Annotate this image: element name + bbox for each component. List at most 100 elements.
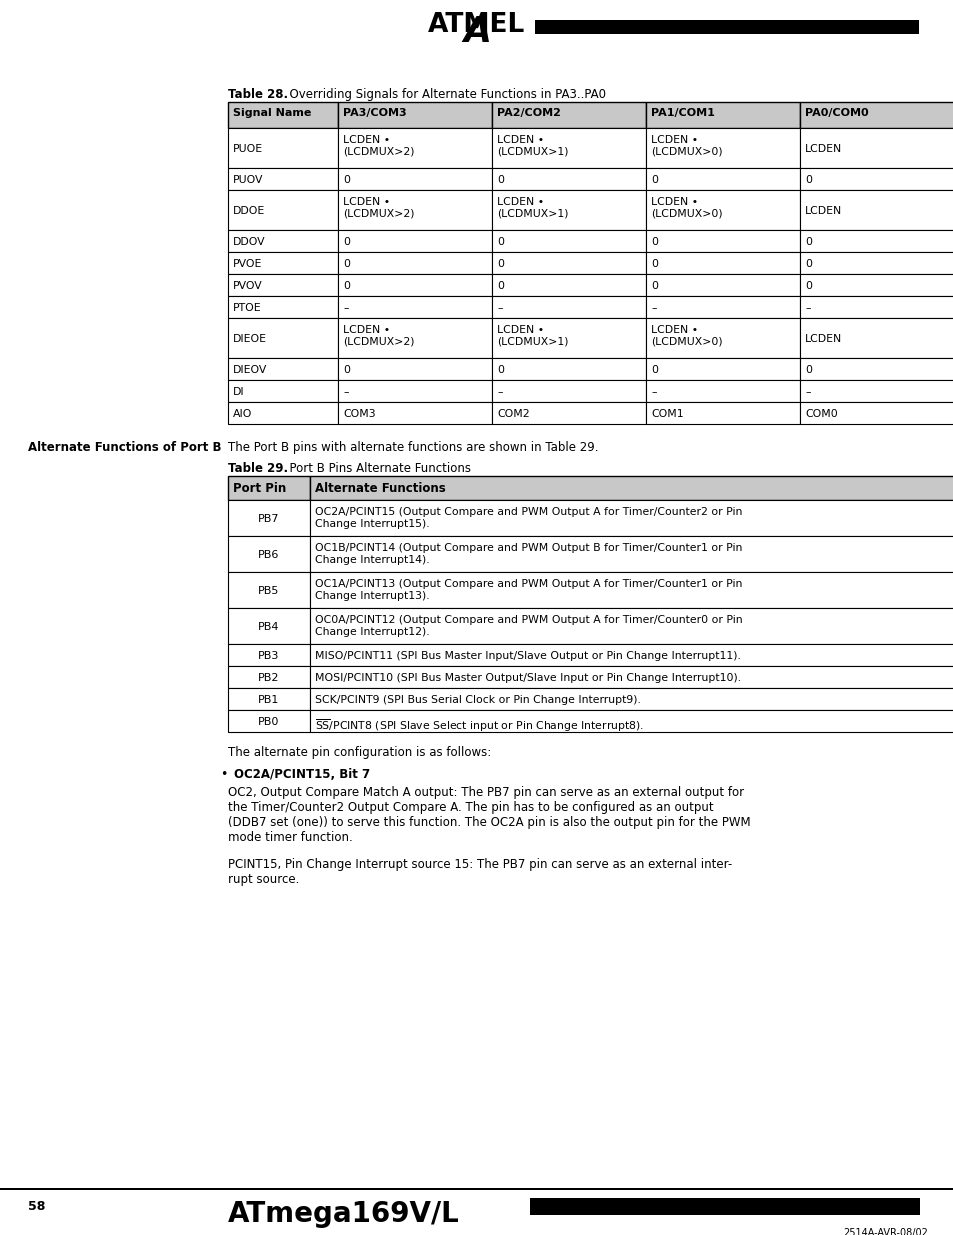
- Text: Alternate Functions of Port B: Alternate Functions of Port B: [28, 441, 221, 454]
- Bar: [800, 274, 953, 296]
- Bar: [228, 252, 337, 274]
- Text: LCDEN: LCDEN: [804, 206, 841, 216]
- Bar: [645, 128, 800, 168]
- Bar: [310, 500, 953, 536]
- Text: MOSI/PCINT10 (SPI Bus Master Output/Slave Input or Pin Change Interrupt10).: MOSI/PCINT10 (SPI Bus Master Output/Slav…: [314, 673, 740, 683]
- Bar: [645, 168, 800, 190]
- Text: MISO/PCINT11 (SPI Bus Master Input/Slave Output or Pin Change Interrupt11).: MISO/PCINT11 (SPI Bus Master Input/Slave…: [314, 651, 740, 661]
- Text: LCDEN •
(LCDMUX>0): LCDEN • (LCDMUX>0): [650, 325, 721, 347]
- Text: 0: 0: [650, 175, 658, 185]
- Text: 0: 0: [497, 366, 503, 375]
- Text: 0: 0: [804, 175, 811, 185]
- Text: LCDEN •
(LCDMUX>2): LCDEN • (LCDMUX>2): [343, 135, 414, 157]
- Text: 0: 0: [650, 282, 658, 291]
- Text: PB2: PB2: [258, 673, 279, 683]
- Bar: [228, 274, 337, 296]
- Text: SCK/PCINT9 (SPI Bus Serial Clock or Pin Change Interrupt9).: SCK/PCINT9 (SPI Bus Serial Clock or Pin …: [314, 695, 640, 705]
- Text: ATMEL: ATMEL: [428, 12, 525, 38]
- Bar: [645, 230, 800, 252]
- Text: PVOE: PVOE: [233, 259, 262, 269]
- Bar: [228, 710, 310, 732]
- Bar: [228, 643, 310, 666]
- Text: Table 29.: Table 29.: [228, 462, 288, 475]
- Bar: [492, 380, 645, 403]
- Text: LCDEN •
(LCDMUX>2): LCDEN • (LCDMUX>2): [343, 198, 414, 219]
- Bar: [228, 230, 337, 252]
- Text: DIEOV: DIEOV: [233, 366, 267, 375]
- Bar: [310, 608, 953, 643]
- Bar: [337, 190, 492, 230]
- Bar: [645, 380, 800, 403]
- Bar: [310, 688, 953, 710]
- Bar: [492, 358, 645, 380]
- Text: OC2, Output Compare Match A output: The PB7 pin can serve as an external output : OC2, Output Compare Match A output: The …: [228, 785, 750, 844]
- Text: PB4: PB4: [258, 622, 279, 632]
- Bar: [228, 128, 337, 168]
- Text: 0: 0: [804, 282, 811, 291]
- Text: PB0: PB0: [258, 718, 279, 727]
- Bar: [800, 296, 953, 317]
- Text: ATmega169V/L: ATmega169V/L: [228, 1200, 459, 1228]
- Text: AIO: AIO: [233, 409, 253, 419]
- Text: 0: 0: [804, 259, 811, 269]
- Text: LCDEN •
(LCDMUX>0): LCDEN • (LCDMUX>0): [650, 135, 721, 157]
- Bar: [228, 475, 310, 500]
- Bar: [337, 168, 492, 190]
- Text: OC2A/PCINT15 (Output Compare and PWM Output A for Timer/Counter2 or Pin
Change I: OC2A/PCINT15 (Output Compare and PWM Out…: [314, 508, 741, 529]
- Bar: [800, 103, 953, 128]
- Text: LCDEN •
(LCDMUX>2): LCDEN • (LCDMUX>2): [343, 325, 414, 347]
- Text: •: •: [220, 768, 227, 781]
- Text: –: –: [804, 303, 810, 312]
- Text: LCDEN •
(LCDMUX>1): LCDEN • (LCDMUX>1): [497, 325, 568, 347]
- Bar: [228, 358, 337, 380]
- Bar: [492, 252, 645, 274]
- Bar: [800, 168, 953, 190]
- Bar: [800, 190, 953, 230]
- Text: Port Pin: Port Pin: [233, 482, 286, 495]
- Text: Overriding Signals for Alternate Functions in PA3..PA0: Overriding Signals for Alternate Functio…: [282, 88, 605, 101]
- Text: OC0A/PCINT12 (Output Compare and PWM Output A for Timer/Counter0 or Pin
Change I: OC0A/PCINT12 (Output Compare and PWM Out…: [314, 615, 741, 636]
- Text: 0: 0: [343, 175, 350, 185]
- Bar: [492, 230, 645, 252]
- Bar: [645, 317, 800, 358]
- Bar: [492, 103, 645, 128]
- Text: –: –: [343, 303, 348, 312]
- Bar: [310, 572, 953, 608]
- Text: –: –: [343, 387, 348, 396]
- Bar: [228, 190, 337, 230]
- Bar: [228, 403, 337, 424]
- Text: PB7: PB7: [258, 514, 279, 524]
- Text: PUOE: PUOE: [233, 144, 263, 154]
- Bar: [228, 317, 337, 358]
- Text: COM0: COM0: [804, 409, 837, 419]
- Text: 0: 0: [343, 366, 350, 375]
- Bar: [800, 230, 953, 252]
- Text: 0: 0: [650, 237, 658, 247]
- Text: 0: 0: [650, 259, 658, 269]
- Text: Table 28.: Table 28.: [228, 88, 288, 101]
- Text: $\overline{\mathrm{SS}}$/PCINT8 (SPI Slave Select input or Pin Change Interrupt8: $\overline{\mathrm{SS}}$/PCINT8 (SPI Sla…: [314, 718, 643, 734]
- Text: COM3: COM3: [343, 409, 375, 419]
- Bar: [535, 20, 918, 35]
- Text: Port B Pins Alternate Functions: Port B Pins Alternate Functions: [282, 462, 471, 475]
- Bar: [228, 666, 310, 688]
- Text: 0: 0: [804, 237, 811, 247]
- Bar: [645, 358, 800, 380]
- Text: PTOE: PTOE: [233, 303, 261, 312]
- Bar: [310, 475, 953, 500]
- Text: Alternate Functions: Alternate Functions: [314, 482, 445, 495]
- Bar: [800, 252, 953, 274]
- Bar: [530, 1198, 919, 1215]
- Text: PA2/COM2: PA2/COM2: [497, 107, 560, 119]
- Text: PUOV: PUOV: [233, 175, 263, 185]
- Text: PB6: PB6: [258, 550, 279, 559]
- Bar: [645, 190, 800, 230]
- Text: 0: 0: [343, 259, 350, 269]
- Bar: [645, 252, 800, 274]
- Bar: [228, 500, 310, 536]
- Bar: [492, 274, 645, 296]
- Text: 0: 0: [804, 366, 811, 375]
- Text: LCDEN: LCDEN: [804, 144, 841, 154]
- Bar: [228, 608, 310, 643]
- Bar: [645, 274, 800, 296]
